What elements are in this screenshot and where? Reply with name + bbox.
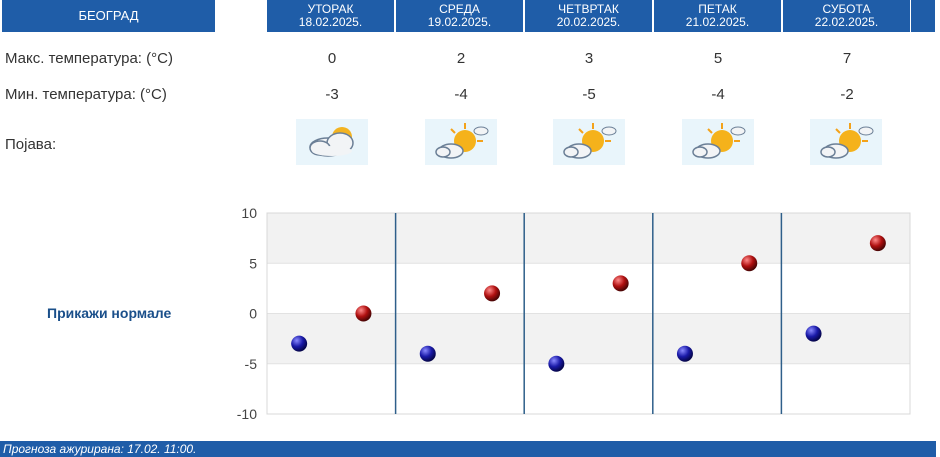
day-date: 18.02.2025. — [298, 15, 363, 29]
y-tick-label: -10 — [237, 406, 257, 422]
y-tick-label: 5 — [249, 255, 257, 271]
chart-band — [267, 363, 910, 414]
phenomenon-label: Појава: — [5, 136, 57, 153]
chart-band — [267, 213, 910, 264]
partly-sunny-icon — [553, 119, 625, 165]
min-temp-point — [291, 335, 308, 352]
chart-frame — [266, 212, 911, 415]
min-temp-value: -4 — [711, 86, 725, 103]
day-date: 19.02.2025. — [427, 15, 492, 29]
min-temp-point — [676, 345, 693, 362]
forecast-header: БЕОГРАД УТОРАК 18.02.2025. СРЕДА 19.02.2… — [0, 0, 940, 32]
min-temp-point — [419, 345, 436, 362]
max-temp-value: 7 — [842, 50, 852, 67]
chart-band — [267, 313, 910, 364]
max-temp-value: 3 — [584, 50, 594, 67]
day-name: УТОРАК — [307, 2, 354, 16]
day-header-4: ПЕТАК 21.02.2025. — [654, 0, 781, 32]
forecast-updated-footer: Прогноза ажурирана: 17.02. 11:00. — [0, 441, 936, 457]
day-header-3: ЧЕТВРТАК 20.02.2025. — [525, 0, 652, 32]
day-date: 21.02.2025. — [685, 15, 750, 29]
chart-band — [267, 263, 910, 314]
max-temp-value: 2 — [456, 50, 466, 67]
day-date: 20.02.2025. — [556, 15, 621, 29]
y-tick-label: 10 — [241, 205, 257, 221]
max-temp-point — [484, 285, 501, 302]
max-temp-label: Макс. температура: (°C) — [5, 50, 173, 67]
max-temp-point — [741, 255, 758, 272]
min-temp-value: -5 — [582, 86, 596, 103]
partly-sunny-icon — [425, 119, 497, 165]
header-end-cap — [911, 0, 935, 32]
temperature-chart: 10 5 0 -5 -10 — [237, 205, 911, 422]
y-tick-label: -5 — [245, 356, 258, 372]
partly-sunny-icon — [810, 119, 882, 165]
min-temp-label: Мин. температура: (°C) — [5, 86, 167, 103]
day-header-1: УТОРАК 18.02.2025. — [267, 0, 394, 32]
day-name: ПЕТАК — [698, 2, 737, 16]
day-name: ЧЕТВРТАК — [558, 2, 619, 16]
min-temp-point — [548, 355, 565, 372]
min-temp-value: -2 — [840, 86, 854, 103]
min-temp-value: -4 — [454, 86, 468, 103]
max-temp-point — [869, 235, 886, 252]
day-date: 22.02.2025. — [814, 15, 879, 29]
partly-sunny-icon — [682, 119, 754, 165]
max-temp-value: 5 — [713, 50, 723, 67]
cloudy-sun-icon — [296, 119, 368, 165]
show-normals-link[interactable]: Прикажи нормале — [47, 305, 172, 321]
min-temp-point — [805, 325, 822, 342]
max-temp-point — [355, 305, 372, 322]
max-temp-point — [612, 275, 629, 292]
day-header-2: СРЕДА 19.02.2025. — [396, 0, 523, 32]
max-temp-value: 0 — [327, 50, 337, 67]
y-tick-label: 0 — [249, 306, 257, 322]
day-name: СУБОТА — [822, 2, 871, 16]
day-header-5: СУБОТА 22.02.2025. — [783, 0, 910, 32]
city-name: БЕОГРАД — [2, 0, 215, 32]
day-name: СРЕДА — [439, 2, 480, 16]
min-temp-value: -3 — [325, 86, 339, 103]
